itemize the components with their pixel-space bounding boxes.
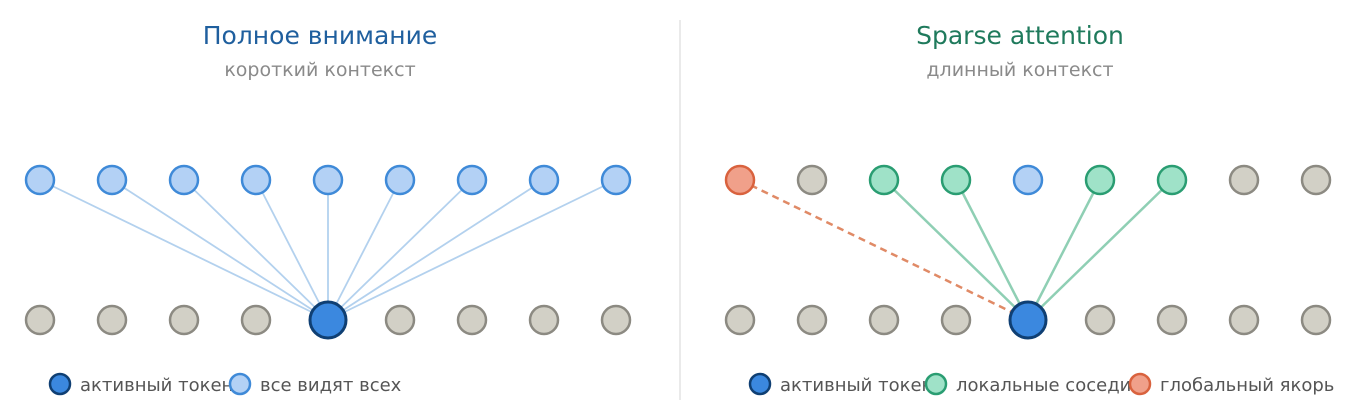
full-bottom-token xyxy=(600,304,632,336)
sparse-legend-label-global: глобальный якорь xyxy=(1160,375,1334,396)
full-top-token-neighbor xyxy=(168,164,200,196)
full-attention-edges xyxy=(39,179,617,321)
sparse-legend-label-active: активный токен xyxy=(780,375,933,396)
sparse-top-token-gray xyxy=(796,164,828,196)
full-active-token xyxy=(308,300,348,340)
sparse-bottom-token xyxy=(940,304,972,336)
sparse-attention-panel: Sparse attention длинный контекст активн… xyxy=(724,21,1334,396)
sparse-edge-global xyxy=(739,178,1029,322)
full-edge-full xyxy=(327,179,617,321)
sparse-legend-swatch-active xyxy=(748,372,772,396)
full-top-token-neighbor xyxy=(96,164,128,196)
sparse-edge-local xyxy=(954,179,1030,321)
sparse-legend-swatch-global xyxy=(1128,372,1152,396)
full-top-token-neighbor xyxy=(456,164,488,196)
full-top-token-neighbor xyxy=(240,164,272,196)
full-bottom-token xyxy=(528,304,560,336)
full-bottom-token xyxy=(168,304,200,336)
sparse-attention-subtitle: длинный контекст xyxy=(926,59,1113,81)
full-bottom-token xyxy=(456,304,488,336)
full-edge-full xyxy=(183,179,329,321)
full-attention-legend: активный токен все видят всех xyxy=(48,372,402,396)
sparse-legend-swatch-local xyxy=(924,372,948,396)
full-legend-swatch-active xyxy=(48,372,72,396)
full-attention-tokens xyxy=(24,164,632,340)
full-attention-panel: Полное внимание короткий контекст активн… xyxy=(24,21,632,396)
full-attention-subtitle: короткий контекст xyxy=(224,59,415,81)
sparse-attention-tokens xyxy=(724,164,1332,340)
full-bottom-token xyxy=(240,304,272,336)
full-top-token-neighbor xyxy=(528,164,560,196)
sparse-bottom-token xyxy=(1156,304,1188,336)
sparse-active-token xyxy=(1008,300,1048,340)
sparse-edge-local xyxy=(883,179,1029,321)
sparse-top-token-local xyxy=(1156,164,1188,196)
full-edge-full xyxy=(327,179,401,321)
full-edge-full xyxy=(255,179,329,321)
sparse-bottom-token xyxy=(1084,304,1116,336)
sparse-top-token-local xyxy=(868,164,900,196)
sparse-top-token-local xyxy=(1084,164,1116,196)
sparse-attention-edges xyxy=(739,178,1173,322)
full-bottom-token xyxy=(384,304,416,336)
sparse-bottom-token xyxy=(1300,304,1332,336)
sparse-top-token-global xyxy=(724,164,756,196)
sparse-bottom-token xyxy=(724,304,756,336)
full-legend-label-neighbor: все видят всех xyxy=(260,375,402,396)
full-top-token-neighbor xyxy=(24,164,56,196)
full-edge-full xyxy=(327,179,473,321)
sparse-edge-local xyxy=(1027,179,1173,321)
sparse-top-token-local xyxy=(940,164,972,196)
sparse-attention-title: Sparse attention xyxy=(916,21,1124,50)
sparse-bottom-token xyxy=(868,304,900,336)
full-bottom-token xyxy=(96,304,128,336)
sparse-edge-local xyxy=(1026,179,1102,321)
full-top-token-neighbor xyxy=(600,164,632,196)
full-top-token-neighbor xyxy=(384,164,416,196)
sparse-top-token-gray xyxy=(1228,164,1260,196)
full-edge-full xyxy=(39,179,329,321)
full-top-token-neighbor xyxy=(312,164,344,196)
sparse-bottom-token xyxy=(796,304,828,336)
full-legend-label-active: активный токен xyxy=(80,375,233,396)
full-attention-title: Полное внимание xyxy=(203,21,438,50)
full-edge-full xyxy=(327,179,545,321)
sparse-attention-legend: активный токен локальные соседи глобальный… xyxy=(748,372,1334,396)
full-edge-full xyxy=(111,179,329,321)
full-legend-swatch-neighbor xyxy=(228,372,252,396)
sparse-top-token-gray xyxy=(1300,164,1332,196)
full-bottom-token xyxy=(24,304,56,336)
sparse-bottom-token xyxy=(1228,304,1260,336)
sparse-legend-label-local: локальные соседи xyxy=(956,375,1131,396)
sparse-top-token-self xyxy=(1012,164,1044,196)
